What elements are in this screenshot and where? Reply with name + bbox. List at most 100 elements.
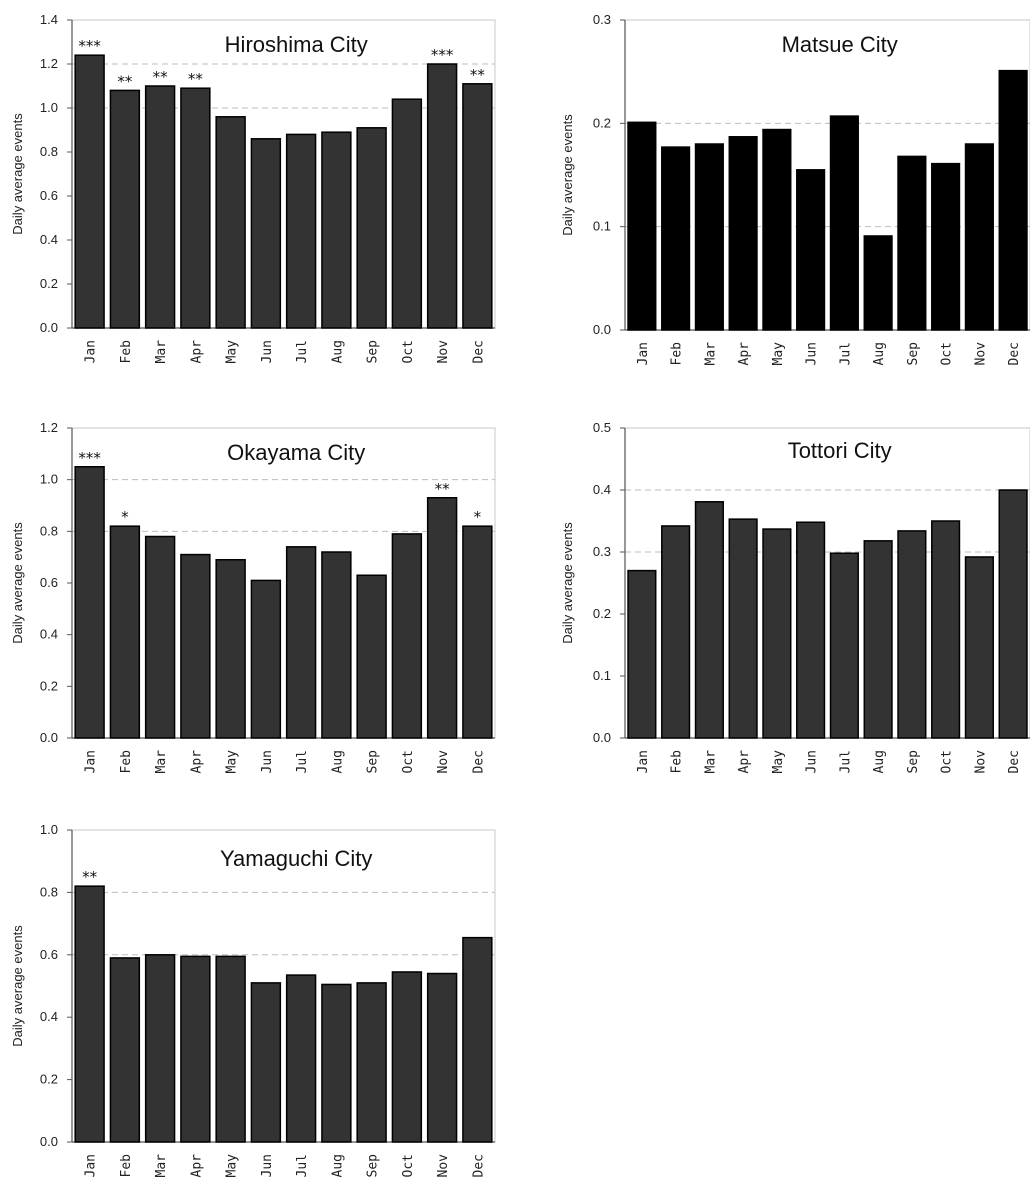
bar-feb [661, 525, 691, 739]
category-label: Mar [154, 750, 169, 774]
category-label: Feb [670, 342, 685, 366]
bar-feb [109, 89, 141, 329]
bar-mar [144, 535, 176, 739]
chart-title: Yamaguchi City [220, 846, 372, 871]
y-tick-label: 0.8 [40, 523, 58, 538]
chart-panel-1: 0.0 0.1 0.2 0.3 Daily average events Matsue C… [560, 12, 1030, 365]
bar-mar [694, 501, 724, 739]
chart-panel-2: 0.0 0.2 0.4 0.6 0.8 1.0 1.2 Daily average event… [10, 420, 496, 774]
bar-jan [74, 885, 105, 1143]
y-tick-label: 0.0 [40, 730, 58, 745]
bar-aug [863, 235, 893, 331]
bar-may [215, 116, 246, 329]
y-tick-label: 0.6 [40, 575, 58, 590]
y-tick-label: 0.3 [593, 544, 611, 559]
y-tick-label: 1.0 [40, 822, 58, 837]
category-label: May [225, 1154, 240, 1178]
y-tick-label: 1.0 [40, 100, 58, 115]
category-label: Apr [737, 750, 752, 774]
bar-apr [728, 136, 758, 331]
category-label: Dec [471, 340, 486, 363]
y-tick-label: 0.2 [40, 1072, 58, 1087]
category-label: Sep [366, 1154, 381, 1178]
bar-jan [74, 54, 105, 329]
significance-marker: ** [153, 68, 169, 86]
category-label: Mar [154, 340, 169, 364]
bar-aug [321, 131, 352, 329]
category-label: Jan [84, 750, 99, 773]
category-label: Sep [906, 750, 921, 774]
category-label: Jul [838, 750, 853, 773]
bar-may [762, 128, 792, 331]
y-tick-label: 0.8 [40, 884, 58, 899]
bar-mar [144, 954, 176, 1143]
y-tick-label: 0.3 [593, 12, 611, 27]
bar-dec [998, 69, 1028, 331]
chart-title: Matsue City [782, 32, 898, 57]
category-label: Dec [471, 1154, 486, 1177]
category-label: Oct [940, 342, 955, 365]
y-tick-label: 0.6 [40, 188, 58, 203]
y-tick-label: 0.5 [593, 420, 611, 435]
category-label: Jun [805, 342, 820, 365]
category-label: Sep [366, 750, 381, 774]
bar-oct [391, 98, 423, 329]
category-label: Aug [872, 750, 887, 773]
bar-jun [796, 521, 826, 739]
bar-may [762, 528, 792, 739]
bar-may [215, 955, 246, 1143]
bar-nov [964, 556, 994, 739]
category-label: Jan [84, 340, 99, 363]
category-label: Jan [636, 342, 651, 365]
category-label: May [225, 340, 240, 364]
bar-nov [964, 143, 994, 331]
significance-marker: *** [78, 37, 101, 55]
y-tick-label: 1.2 [40, 56, 58, 71]
significance-marker: ** [82, 868, 98, 886]
category-label: Mar [703, 750, 718, 774]
bar-jan [627, 121, 657, 331]
category-label: Nov [436, 340, 451, 364]
y-tick-label: 0.0 [593, 322, 611, 337]
significance-marker: * [474, 508, 482, 526]
bar-feb [109, 957, 141, 1143]
category-label: Aug [330, 1154, 345, 1177]
category-label: Nov [436, 1154, 451, 1178]
y-tick-label: 0.1 [593, 219, 611, 234]
bar-may [215, 559, 246, 739]
category-label: Dec [471, 750, 486, 773]
bar-sep [897, 155, 927, 331]
y-tick-label: 0.4 [593, 482, 611, 497]
bar-aug [321, 983, 352, 1143]
bar-jan [74, 466, 105, 739]
y-tick-label: 0.4 [40, 627, 58, 642]
bar-mar [694, 143, 724, 331]
category-label: Apr [189, 750, 204, 774]
y-tick-label: 0.8 [40, 144, 58, 159]
significance-marker: ** [188, 70, 204, 88]
category-label: Oct [401, 340, 416, 363]
category-label: May [771, 750, 786, 774]
bar-sep [897, 530, 927, 739]
bar-jul [285, 133, 317, 329]
bar-feb [661, 146, 691, 331]
y-axis-label: Daily average events [10, 522, 25, 644]
chart-panel-3: 0.0 0.1 0.2 0.3 0.4 0.5 Daily average events To… [560, 420, 1030, 773]
y-tick-label: 1.4 [40, 12, 58, 27]
bar-jun [250, 138, 282, 329]
bar-aug [321, 551, 352, 739]
bar-dec [462, 525, 493, 739]
bar-apr [180, 955, 211, 1143]
y-axis-label: Daily average events [10, 113, 25, 235]
category-label: Apr [189, 1154, 204, 1178]
bar-jun [250, 579, 282, 739]
category-label: Oct [940, 750, 955, 773]
chart-title: Okayama City [227, 440, 365, 465]
category-label: Jan [84, 1154, 99, 1177]
bar-oct [931, 162, 961, 331]
category-label: Apr [737, 342, 752, 366]
category-label: Feb [119, 340, 134, 364]
bar-jan [627, 569, 657, 739]
bar-sep [356, 127, 387, 329]
